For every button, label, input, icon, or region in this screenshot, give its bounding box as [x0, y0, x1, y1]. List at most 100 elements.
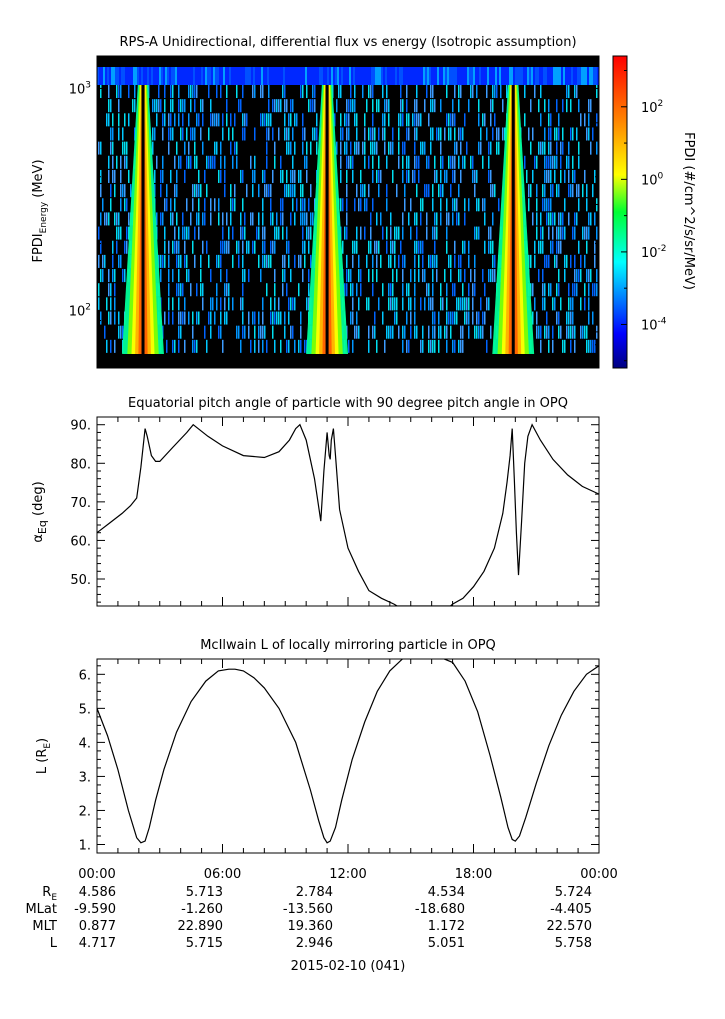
spectrogram-noise-cell [152, 141, 154, 155]
spectrogram-noise-cell [408, 283, 410, 297]
spectrogram-noise-cell [464, 269, 466, 283]
spectrogram-noise-cell [266, 141, 268, 155]
spectrogram-noise-cell [358, 254, 360, 268]
spectrogram-noise-cell [496, 85, 498, 99]
spectrogram-noise-cell [430, 99, 432, 113]
tick-base: 10 [641, 173, 658, 188]
spectrogram-noise-cell [404, 198, 406, 212]
spectrogram-noise-cell [536, 184, 538, 198]
spectrogram-top-channel-cell [159, 67, 161, 85]
spectrogram-top-channel-cell [577, 67, 579, 85]
spectrogram-noise-cell [120, 169, 122, 183]
spectrogram-top-channel-cell [413, 67, 415, 85]
spectrogram-noise-cell [494, 254, 496, 268]
spectrogram-noise-cell [488, 226, 490, 240]
spectrogram-noise-cell [170, 127, 172, 141]
spectrogram-top-channel-cell [185, 67, 187, 85]
spectrogram-noise-cell [98, 254, 100, 268]
date-label: 2015-02-10 (041) [291, 959, 406, 974]
spectrogram-noise-cell [384, 127, 386, 141]
spectrogram-noise-cell [426, 85, 428, 99]
spectrogram-noise-cell [574, 325, 576, 339]
spectrogram-noise-cell [114, 339, 116, 353]
spectrogram-noise-cell [242, 311, 244, 325]
spectrogram-noise-cell [420, 297, 422, 311]
row-label-sub: E [51, 893, 57, 903]
spectrogram-noise-cell [244, 226, 246, 240]
spectrogram-noise-cell [356, 141, 358, 155]
spectrogram-noise-cell [334, 113, 336, 127]
spectrogram-noise-cell [268, 85, 270, 99]
spectrogram-top-channel-cell [375, 67, 377, 85]
spectrogram-noise-cell [420, 240, 422, 254]
spectrogram-noise-cell [274, 269, 276, 283]
spectrogram-top-channel-cell [359, 67, 361, 85]
spectrogram-noise-cell [284, 99, 286, 113]
spectrogram-noise-cell [284, 254, 286, 268]
spectrogram-noise-cell [346, 269, 348, 283]
spectrogram-noise-cell [416, 99, 418, 113]
pitch-angle-series-line [97, 423, 599, 606]
spectrogram-noise-cell [570, 184, 572, 198]
spectrogram-noise-cell [276, 226, 278, 240]
spectrogram-noise-cell [398, 325, 400, 339]
spectrogram-noise-cell [450, 113, 452, 127]
spectrogram-noise-cell [270, 297, 272, 311]
spectrogram-noise-cell [542, 141, 544, 155]
spectrogram-noise-cell [452, 169, 454, 183]
spectrogram-noise-cell [124, 141, 126, 155]
spectrogram-noise-cell [306, 85, 308, 99]
row-label: L [50, 936, 58, 951]
spectrogram-noise-cell [194, 127, 196, 141]
spectrogram-top-channel-cell [397, 67, 399, 85]
spectrogram-panel: RPS-A Unidirectional, differential flux … [31, 35, 600, 369]
spectrogram-noise-cell [224, 184, 226, 198]
spectrogram-noise-cell [302, 141, 304, 155]
spectrogram-noise-cell [298, 283, 300, 297]
spectrogram-noise-cell [266, 339, 268, 353]
spectrogram-noise-cell [454, 141, 456, 155]
spectrogram-noise-cell [226, 212, 228, 226]
spectrogram-noise-cell [374, 127, 376, 141]
spectrogram-top-channel-cell [507, 67, 509, 85]
spectrogram-noise-cell [548, 141, 550, 155]
spectrogram-noise-cell [482, 198, 484, 212]
spectrogram-noise-cell [564, 226, 566, 240]
spectrogram-top-channel-cell [445, 67, 447, 85]
spectrogram-noise-cell [184, 141, 186, 155]
row-label: MLat [25, 902, 57, 917]
spectrogram-noise-cell [374, 311, 376, 325]
spectrogram-noise-cell [448, 311, 450, 325]
spectrogram-noise-cell [274, 283, 276, 297]
spectrogram-noise-cell [446, 212, 448, 226]
spectrogram-noise-cell [446, 198, 448, 212]
spectrogram-noise-cell [170, 198, 172, 212]
spectrogram-noise-cell [368, 85, 370, 99]
spectrogram-noise-cell [578, 184, 580, 198]
spectrogram-noise-cell [430, 141, 432, 155]
spectrogram-noise-cell [188, 269, 190, 283]
spectrogram-noise-cell [240, 212, 242, 226]
spectrogram-noise-cell [308, 297, 310, 311]
spectrogram-top-channel-cell [459, 67, 461, 85]
spectrogram-noise-cell [266, 113, 268, 127]
spectrogram-noise-cell [262, 198, 264, 212]
spectrogram-noise-cell [584, 254, 586, 268]
spectrogram-noise-cell [174, 198, 176, 212]
spectrogram-noise-cell [490, 141, 492, 155]
y-tick-label: 70. [70, 496, 91, 511]
spectrogram-top-channel-cell [545, 67, 547, 85]
spectrogram-noise-cell [416, 212, 418, 226]
spectrogram-noise-cell [410, 325, 412, 339]
spectrogram-noise-cell [168, 127, 170, 141]
spectrogram-noise-cell [482, 155, 484, 169]
spectrogram-top-channel-cell [237, 67, 239, 85]
spectrogram-noise-cell [450, 254, 452, 268]
spectrogram-top-channel-cell [585, 67, 587, 85]
spectrogram-noise-cell [464, 113, 466, 127]
spectrogram-top-channel-cell [379, 67, 381, 85]
spectrogram-noise-cell [262, 325, 264, 339]
spectrogram-noise-cell [414, 254, 416, 268]
spectrogram-noise-cell [224, 283, 226, 297]
spectrogram-noise-cell [496, 141, 498, 155]
